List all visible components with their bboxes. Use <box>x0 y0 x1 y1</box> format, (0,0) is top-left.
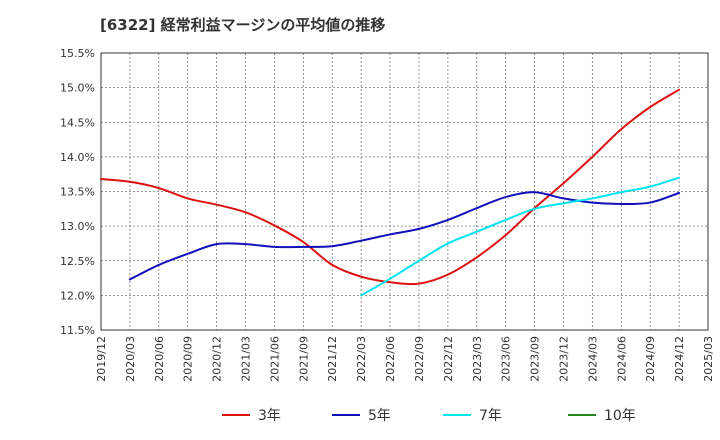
series-line-2 <box>128 191 681 281</box>
legend-item-2: 5年 <box>332 408 391 424</box>
x-tick-label: 2023/06 <box>500 336 513 382</box>
legend-item-1: 3年 <box>222 408 281 424</box>
plot-border <box>100 52 709 331</box>
legend: 3年 5年 7年 10年 <box>222 408 636 424</box>
x-tick-label: 2022/12 <box>442 336 455 382</box>
plot-area <box>101 53 708 330</box>
x-tick-label: 2020/06 <box>153 336 166 382</box>
legend-label: 7年 <box>479 408 502 424</box>
y-tick-label: 14.0% <box>60 151 95 164</box>
series-line-1 <box>100 88 681 286</box>
legend-item-3: 7年 <box>443 408 502 424</box>
x-tick-label: 2024/09 <box>644 336 657 382</box>
y-tick-label: 13.0% <box>60 220 95 233</box>
y-tick-label: 12.5% <box>60 255 95 268</box>
x-tick-label: 2021/09 <box>297 336 310 382</box>
legend-label: 5年 <box>368 408 391 424</box>
series-lines <box>100 88 681 297</box>
x-tick-label: 2025/03 <box>702 336 715 382</box>
y-tick-label: 15.5% <box>60 47 95 60</box>
x-tick-label: 2023/03 <box>471 336 484 382</box>
x-tick-label: 2022/03 <box>355 336 368 382</box>
y-tick-label: 15.0% <box>60 82 95 95</box>
legend-item-4: 10年 <box>568 408 636 424</box>
y-tick-label: 14.5% <box>60 116 95 129</box>
x-tick-label: 2021/06 <box>268 336 281 382</box>
x-tick-label: 2020/09 <box>182 336 195 382</box>
y-tick-label: 13.5% <box>60 186 95 199</box>
x-tick-label: 2023/09 <box>529 336 542 382</box>
chart-title: [6322] 経常利益マージンの平均値の推移 <box>100 16 386 34</box>
x-tick-label: 2022/06 <box>384 336 397 382</box>
x-tick-label: 2021/03 <box>240 336 253 382</box>
y-tick-label: 12.0% <box>60 289 95 302</box>
axes: 11.5% 12.0% 12.5% 13.0% 13.5% 14.0% 14.5% 15.0%… <box>60 47 715 382</box>
x-tick-label: 2020/12 <box>211 336 224 382</box>
x-tick-label: 2020/03 <box>124 336 137 382</box>
legend-label: 3年 <box>258 408 281 424</box>
x-tick-label: 2021/12 <box>326 336 339 382</box>
x-tick-label: 2024/03 <box>586 336 599 382</box>
x-tick-label: 2022/09 <box>413 336 426 382</box>
grid <box>100 52 709 331</box>
x-tick-label: 2019/12 <box>95 336 108 382</box>
series-line-3 <box>360 176 681 297</box>
x-tick-label: 2023/12 <box>557 336 570 382</box>
y-tick-label: 11.5% <box>60 324 95 337</box>
x-tick-label: 2024/12 <box>673 336 686 382</box>
x-tick-label: 2024/06 <box>615 336 628 382</box>
legend-label: 10年 <box>604 408 636 424</box>
